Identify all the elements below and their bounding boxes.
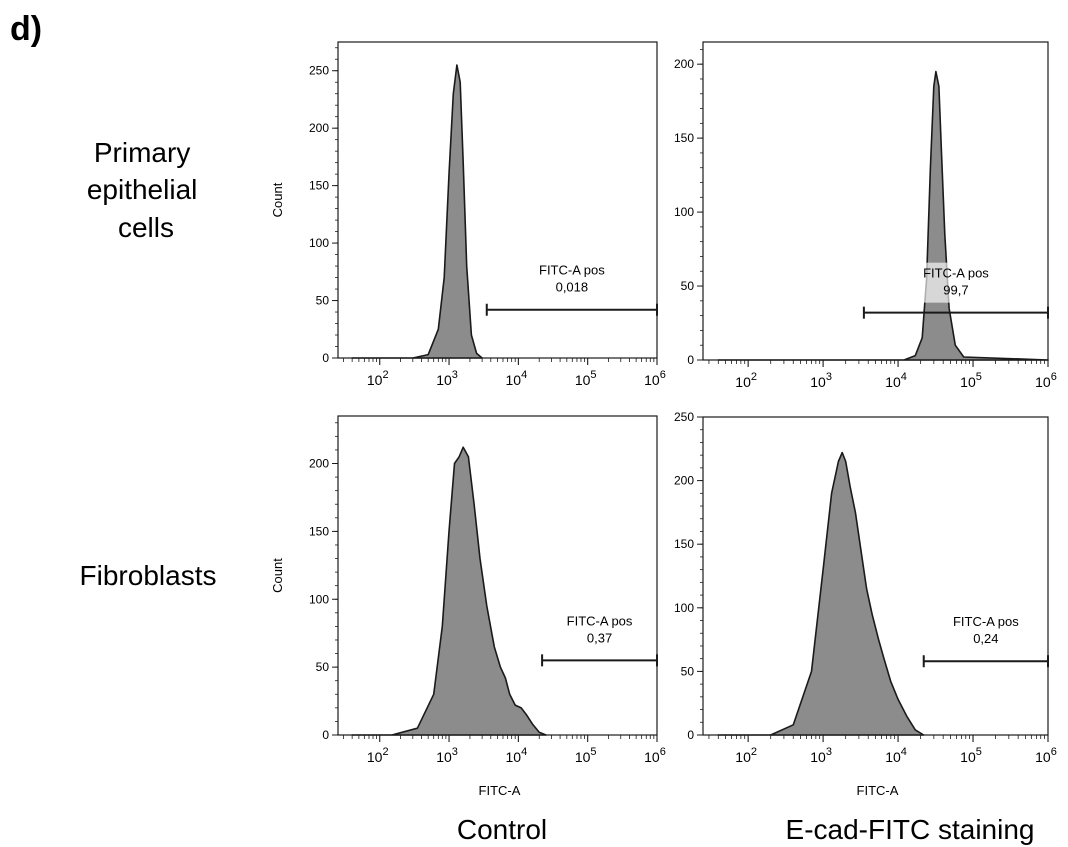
histogram-panel-1: 0 50 100 150 200 250 102 103 104 105 106 Count FITC-… [270,41,666,388]
y-tick-label: 50 [316,660,330,674]
x-tick-label: 104 [885,371,907,390]
y-tick-label: 150 [309,179,329,193]
y-tick-label: 100 [674,205,694,219]
y-tick-label: 100 [674,601,694,615]
x-tick-label: 104 [885,746,907,765]
y-tick-label: 200 [674,474,694,488]
y-tick-label: 50 [681,664,695,678]
y-tick-label: 150 [674,131,694,145]
gate-name: FITC-A pos [953,614,1019,629]
x-tick-label: 106 [1035,371,1057,390]
y-tick-label: 250 [674,410,694,424]
gate-name: FITC-A pos [539,263,605,278]
y-tick-label: 200 [674,57,694,71]
gate-name: FITC-A pos [923,266,989,281]
gate-name: FITC-A pos [567,613,633,628]
y-tick-label: 200 [309,121,329,135]
y-tick-label: 50 [681,279,695,293]
x-tick-label: 105 [575,369,597,388]
gate-label-backdrop [921,262,990,303]
x-tick-label: 102 [735,371,757,390]
row-label-epithelial: Primary epithelial cells [87,137,205,243]
histogram-area [717,451,925,736]
row-label-epithelial-line2: epithelial [87,174,198,205]
y-tick-label: 100 [309,236,329,250]
row-label-fibroblasts: Fibroblasts [80,560,217,591]
column-label-ecad: E-cad-FITC staining [786,814,1035,845]
x-tick-label: 102 [367,746,389,765]
y-tick-label: 0 [322,351,329,365]
x-axis-label: FITC-A [479,783,521,798]
y-tick-label: 250 [309,64,329,78]
histogram-panel-4: 0 50 100 150 200 250 102 103 104 105 106 FITC-A FITC… [674,410,1057,798]
histogram-area [717,70,1049,361]
y-tick-label: 150 [309,524,329,538]
y-axis-label: Count [270,182,285,217]
x-tick-label: 106 [1035,746,1057,765]
x-tick-label: 105 [960,371,982,390]
x-tick-label: 103 [810,746,832,765]
gate-value: 99,7 [943,283,968,298]
gate-value: 0,37 [587,630,612,645]
histogram-area [351,446,547,736]
x-tick-label: 106 [644,369,666,388]
x-tick-label: 105 [575,746,597,765]
row-label-epithelial-line3: cells [118,212,174,243]
x-axis-label: FITC-A [857,783,899,798]
x-tick-label: 103 [436,746,458,765]
x-tick-label: 104 [506,746,528,765]
gate-value: 0,24 [973,631,998,646]
x-tick-label: 106 [644,746,666,765]
y-tick-label: 50 [316,294,330,308]
x-tick-label: 103 [436,369,458,388]
x-tick-label: 104 [506,369,528,388]
row-label-epithelial-line1: Primary [94,137,190,168]
x-tick-label: 102 [367,369,389,388]
y-tick-label: 100 [309,592,329,606]
y-tick-label: 0 [322,728,329,742]
gate-value: 0,018 [556,280,589,295]
histogram-panel-2: 0 50 100 150 200 102 103 104 105 106 FITC-A pos 99,… [674,41,1057,390]
y-tick-label: 150 [674,537,694,551]
x-tick-label: 105 [960,746,982,765]
y-axis-label: Count [270,558,285,593]
column-label-control: Control [457,814,547,845]
panel-label: d) [10,10,42,48]
y-tick-label: 200 [309,457,329,471]
histogram-panel-3: 0 50 100 150 200 102 103 104 105 106 Count FITC-A FI… [270,415,666,798]
y-tick-label: 0 [687,353,694,367]
y-tick-label: 0 [687,728,694,742]
x-tick-label: 103 [810,371,832,390]
histogram-area [351,64,483,359]
histogram-grid: 0 50 100 150 200 250 102 103 104 105 106 Count FITC-… [270,41,1057,798]
x-tick-label: 102 [735,746,757,765]
